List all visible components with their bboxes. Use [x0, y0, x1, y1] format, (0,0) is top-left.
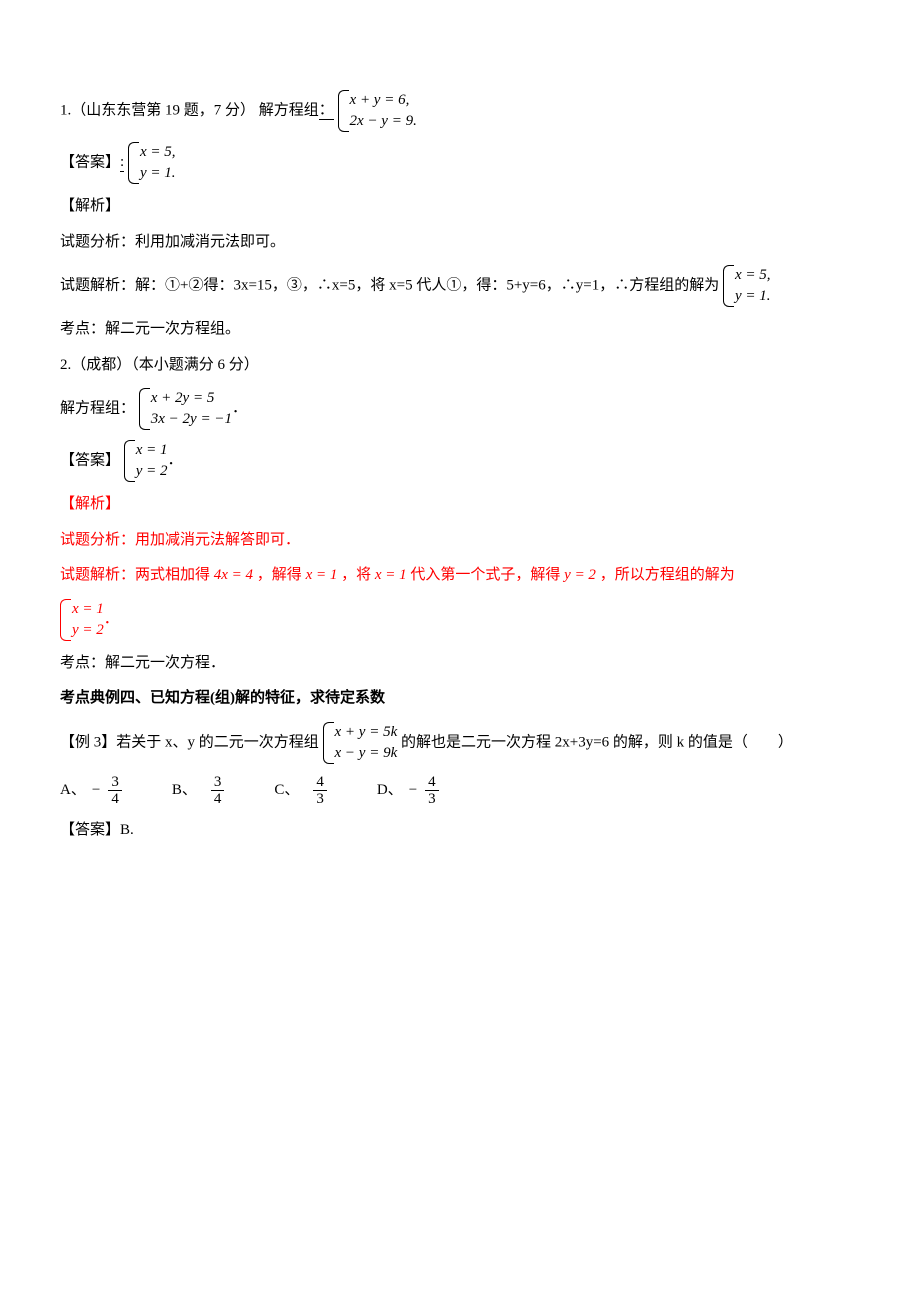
ex3-problem: 【例 3】若关于 x、y 的二元一次方程组 x + y = 5k x − y =… [60, 722, 860, 764]
q1-analysis-p2: 试题解析：解：①+②得：3x=15，③，∴x=5，将 x=5 代人①，得：5+y… [60, 265, 860, 307]
section4-title: 考点典例四、已知方程(组)解的特征，求待定系数 [60, 686, 860, 712]
ex3-system-row2: x − y = 9k [335, 743, 398, 764]
q2-result-period: ． [104, 607, 119, 633]
ex3-opt-d-frac: 4 3 [425, 774, 439, 808]
q2-ap2-d: 代入第一个式子，解得 [410, 567, 560, 583]
q1-problem: 1.（山东东营第 19 题，7 分） 解方程组： x + y = 6, 2x −… [60, 90, 860, 132]
q1-answer-row1: x = 5, [140, 142, 176, 163]
q1-colon: ： [319, 102, 334, 120]
q2-topic: 考点：解二元一次方程． [60, 651, 860, 677]
ex3-label-a: 【例 3】若关于 x、y 的二元一次方程组 [60, 734, 319, 750]
ex3-opt-b-frac: 3 4 [211, 774, 225, 808]
q2-answer-system: x = 1 y = 2 [124, 440, 168, 482]
q1-answer: 【答案】: x = 5, y = 1. [60, 142, 860, 184]
ex3-option-c: C、 4 3 [274, 774, 327, 808]
ex3-opt-a-label: A、 [60, 778, 86, 804]
q2-result: x = 1 y = 2 ． [60, 599, 860, 641]
q1-system-row1: x + y = 6, [350, 90, 417, 111]
ex3-opt-c-label: C、 [274, 778, 299, 804]
ex3-opt-a-sign: − [92, 778, 100, 804]
ex3-opt-b-label: B、 [172, 778, 197, 804]
ex3-options: A、 − 3 4 B、 3 4 C、 4 3 D、 − 4 3 [60, 774, 860, 808]
q2-system-row1: x + 2y = 5 [151, 388, 232, 409]
q2-result-row1: x = 1 [72, 599, 104, 620]
ex3-opt-d-num: 4 [425, 774, 439, 792]
q1-label: 1.（山东东营第 19 题，7 分） 解方程组 [60, 102, 319, 118]
q2-result-system: x = 1 y = 2 [60, 599, 104, 641]
q2-ap2-m1: 4x = 4 [214, 567, 253, 583]
q1-system: x + y = 6, 2x − y = 9. [338, 90, 417, 132]
q2-ap2-m2: x = 1 [306, 567, 338, 583]
q1-answer-colon: : [120, 154, 124, 172]
q2-system-period: ． [232, 396, 247, 422]
ex3-option-a: A、 − 3 4 [60, 774, 122, 808]
q1-analysis-p1: 试题分析：利用加减消元法即可。 [60, 230, 860, 256]
q2-system-row2: 3x − 2y = −1 [151, 409, 232, 430]
q2-analysis-p2: 试题解析：两式相加得 4x = 4 ，解得 x = 1 ，将 x = 1 代入第… [60, 563, 860, 589]
q2-analysis-p1: 试题分析：用加减消元法解答即可． [60, 528, 860, 554]
ex3-opt-c-frac: 4 3 [313, 774, 327, 808]
q2-analysis-label: 【解析】 [60, 492, 860, 518]
ex3-opt-d-label: D、 [377, 778, 403, 804]
ex3-label-b: 的解也是二元一次方程 2x+3y=6 的解，则 k 的值是（ ） [401, 734, 793, 750]
q2-answer-row1: x = 1 [136, 440, 168, 461]
ex3-answer: 【答案】B. [60, 818, 860, 844]
q2-label: 2.（成都）（本小题满分 6 分） [60, 353, 860, 379]
q1-answer-system: x = 5, y = 1. [128, 142, 176, 184]
q2-answer-label: 【答案】 [60, 452, 120, 468]
q2-problem: 解方程组： x + 2y = 5 3x − 2y = −1 ． [60, 388, 860, 430]
q2-ap2-a: 试题解析：两式相加得 [60, 567, 210, 583]
q2-prompt: 解方程组： [60, 400, 135, 416]
q2-ap2-b: ，解得 [257, 567, 302, 583]
ex3-system: x + y = 5k x − y = 9k [323, 722, 398, 764]
ex3-opt-c-num: 4 [313, 774, 327, 792]
ex3-opt-b-den: 4 [211, 791, 225, 808]
ex3-opt-a-num: 3 [108, 774, 122, 792]
ex3-system-row1: x + y = 5k [335, 722, 398, 743]
ex3-opt-b-num: 3 [211, 774, 225, 792]
q1-system-row2: 2x − y = 9. [350, 111, 417, 132]
q2-ap2-m3: x = 1 [375, 567, 407, 583]
ex3-option-b: B、 3 4 [172, 774, 225, 808]
ex3-opt-a-frac: 3 4 [108, 774, 122, 808]
q2-answer-period: ． [168, 448, 183, 474]
q2-ap2-e: ，所以方程组的解为 [600, 567, 735, 583]
ex3-opt-a-den: 4 [108, 791, 122, 808]
q2-system: x + 2y = 5 3x − 2y = −1 [139, 388, 232, 430]
q2-answer: 【答案】 x = 1 y = 2 ． [60, 440, 860, 482]
q2-ap2-c: ，将 [341, 567, 371, 583]
q1-answer-row2: y = 1. [140, 163, 176, 184]
q1-ap2-row2: y = 1. [735, 286, 771, 307]
q1-analysis-p2-text: 试题解析：解：①+②得：3x=15，③，∴x=5，将 x=5 代人①，得：5+y… [60, 277, 719, 293]
ex3-opt-c-den: 3 [313, 791, 327, 808]
q2-result-row2: y = 2 [72, 620, 104, 641]
q1-analysis-p2-system: x = 5, y = 1. [723, 265, 771, 307]
q2-answer-row2: y = 2 [136, 461, 168, 482]
ex3-opt-d-sign: − [409, 778, 417, 804]
ex3-option-d: D、 − 4 3 [377, 774, 439, 808]
ex3-opt-d-den: 3 [425, 791, 439, 808]
q2-ap2-m4: y = 2 [564, 567, 596, 583]
q1-topic: 考点：解二元一次方程组。 [60, 317, 860, 343]
q1-ap2-row1: x = 5, [735, 265, 771, 286]
q1-analysis-label: 【解析】 [60, 194, 860, 220]
q1-answer-label: 【答案】 [60, 154, 120, 170]
